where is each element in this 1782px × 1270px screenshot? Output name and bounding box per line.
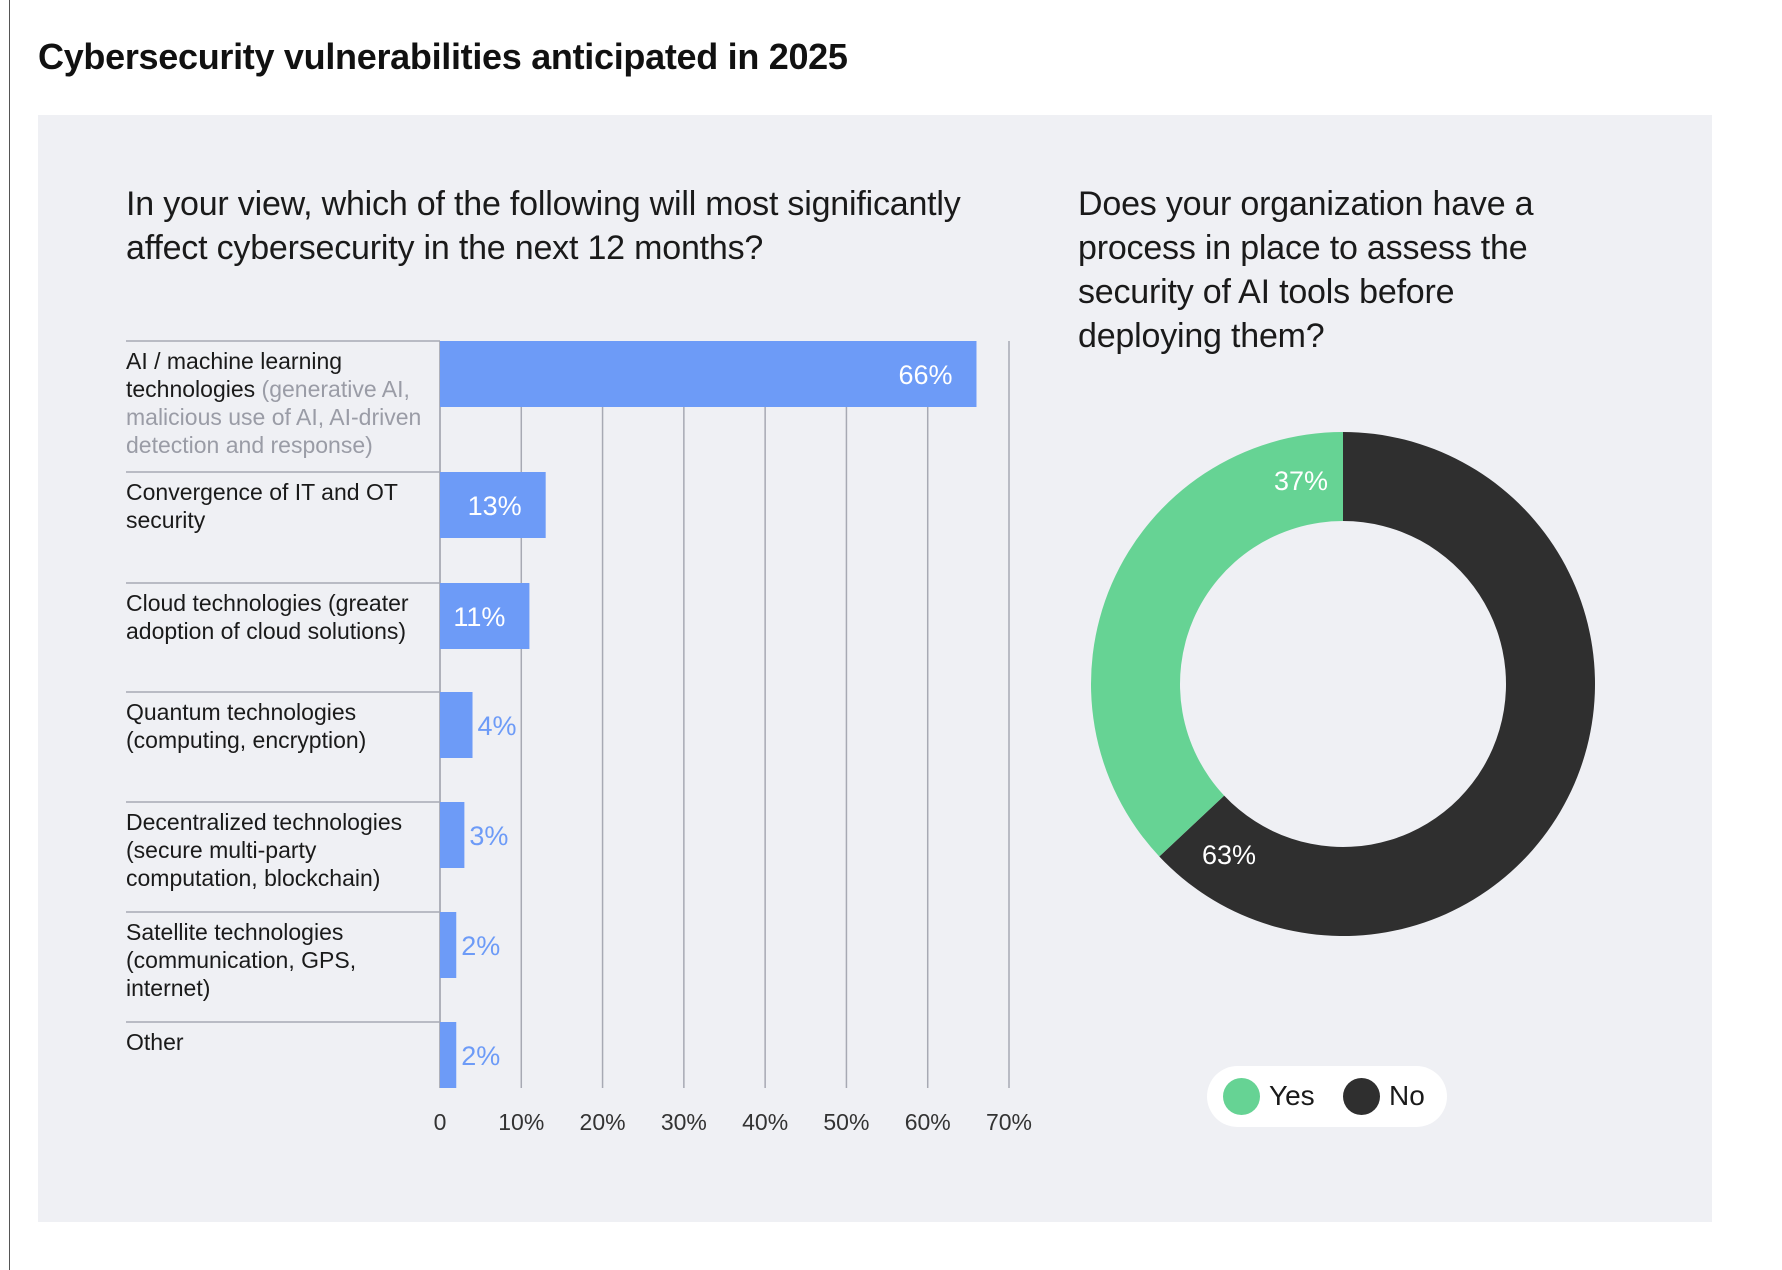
bar-value-label: 2% — [461, 1041, 500, 1071]
bar-value-label: 3% — [469, 821, 508, 851]
bar-value-label: 13% — [468, 491, 522, 521]
bar — [440, 583, 530, 649]
x-tick-label: 30% — [661, 1109, 707, 1135]
category-label-text: Decentralized technologies (secure multi… — [126, 809, 403, 891]
bar — [440, 341, 977, 407]
legend-no-swatch — [1343, 1078, 1380, 1115]
category-label-text: Cloud technologies (greater adoption of … — [126, 590, 409, 644]
left-border — [9, 0, 10, 1270]
category-label-text: AI / machine learning technologies — [126, 348, 343, 402]
bar-value-label: 4% — [478, 711, 517, 741]
bar-chart-question: In your view, which of the following wil… — [126, 185, 961, 267]
chart-panel — [38, 115, 1712, 1222]
bar-value-label: 2% — [461, 931, 500, 961]
category-label-text: Other — [126, 1029, 184, 1055]
bar-value-label: 66% — [898, 360, 952, 390]
legend-yes-label: Yes — [1269, 1080, 1315, 1111]
category-label-text: Convergence of IT and OT security — [126, 479, 398, 533]
donut-legend: Yes No — [1207, 1066, 1447, 1127]
category-label-text: Satellite technologies (communication, G… — [126, 919, 357, 1001]
category-label: Quantum technologies (computing, encrypt… — [126, 698, 426, 754]
category-label: Convergence of IT and OT security — [126, 478, 426, 534]
bar — [440, 692, 473, 758]
donut-slice-no — [1159, 432, 1595, 937]
bar — [440, 802, 465, 868]
x-tick-label: 40% — [742, 1109, 788, 1135]
legend-yes-swatch — [1223, 1078, 1260, 1115]
donut-chart-question: Does your organization have a process in… — [1078, 185, 1534, 355]
bar-value-label: 11% — [453, 602, 505, 632]
page-title: Cybersecurity vulnerabilities anticipate… — [38, 36, 848, 77]
donut-label-yes: 37% — [1274, 466, 1328, 496]
x-tick-label: 50% — [823, 1109, 869, 1135]
x-tick-label: 10% — [498, 1109, 544, 1135]
category-label: AI / machine learning technologies (gene… — [126, 347, 426, 459]
legend-no-label: No — [1389, 1080, 1425, 1111]
bar — [440, 1022, 457, 1088]
x-tick-label: 20% — [580, 1109, 626, 1135]
category-label: Satellite technologies (communication, G… — [126, 918, 426, 1002]
x-tick-label: 70% — [986, 1109, 1032, 1135]
category-label-note: (generative AI, malicious use of AI, AI-… — [126, 376, 422, 458]
category-label-text: Quantum technologies (computing, encrypt… — [126, 699, 367, 753]
category-label: Cloud technologies (greater adoption of … — [126, 589, 426, 645]
bar — [440, 912, 457, 978]
x-tick-label: 0 — [434, 1109, 447, 1135]
category-label: Other — [126, 1028, 426, 1056]
bar — [440, 472, 546, 538]
donut-slice-yes — [1091, 432, 1343, 857]
x-tick-label: 60% — [905, 1109, 951, 1135]
donut-label-no: 63% — [1202, 840, 1256, 870]
category-label: Decentralized technologies (secure multi… — [126, 808, 426, 892]
